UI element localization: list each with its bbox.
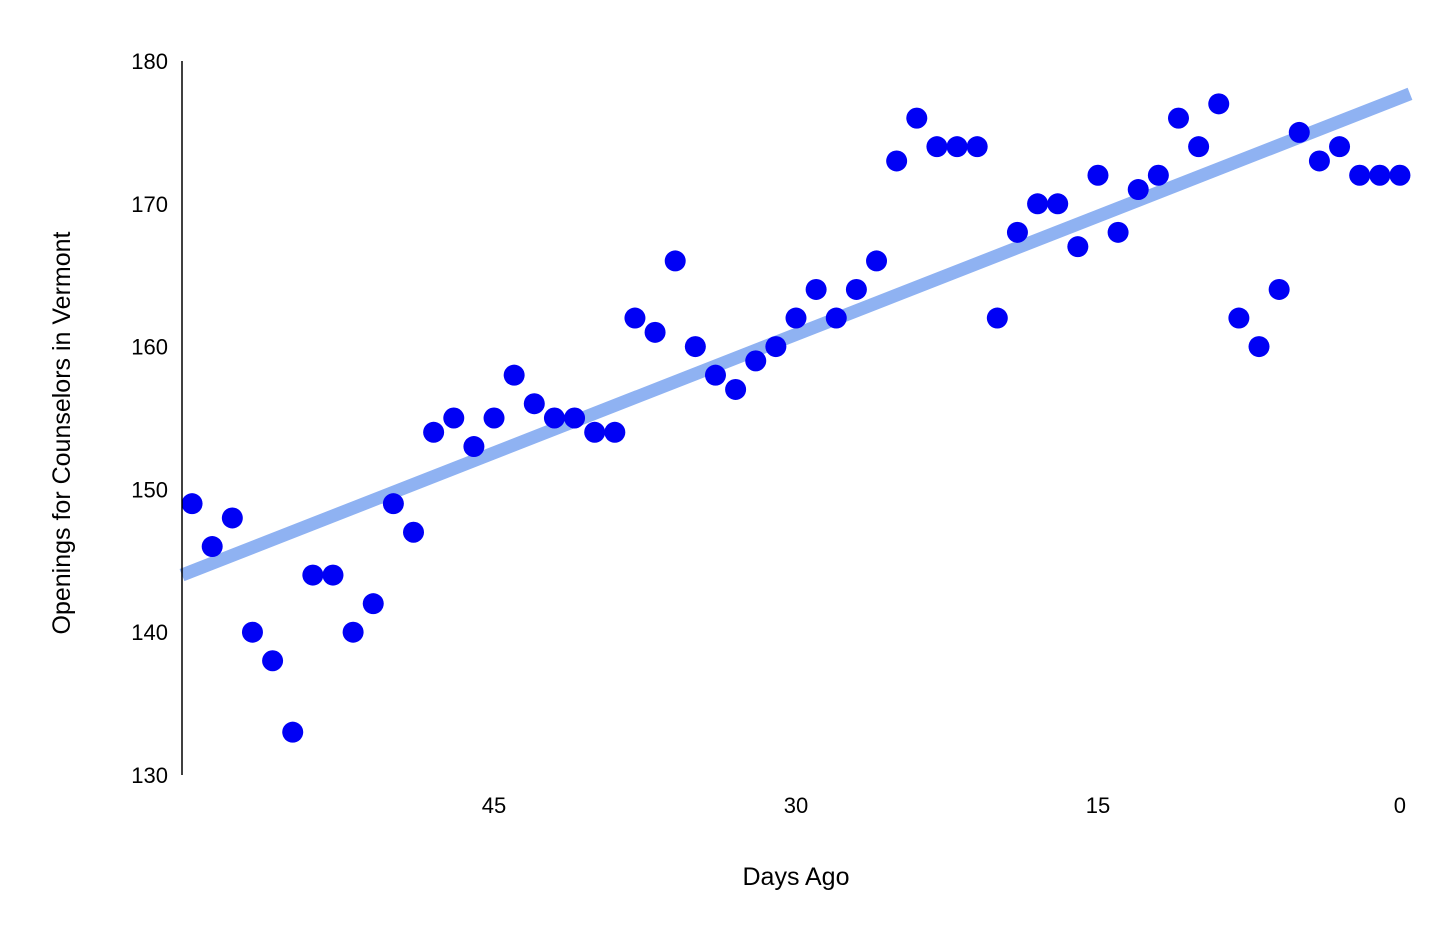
data-point bbox=[382, 493, 404, 515]
y-tick-label: 180 bbox=[131, 49, 168, 74]
data-point bbox=[403, 521, 425, 543]
data-point bbox=[704, 364, 726, 386]
data-point bbox=[866, 250, 888, 272]
data-point bbox=[986, 307, 1008, 329]
data-point bbox=[262, 650, 284, 672]
data-point bbox=[1006, 221, 1028, 243]
data-point bbox=[564, 407, 586, 429]
data-point bbox=[1349, 164, 1371, 186]
data-point bbox=[684, 336, 706, 358]
data-point bbox=[1087, 164, 1109, 186]
data-point bbox=[1188, 136, 1210, 158]
data-point bbox=[926, 136, 948, 158]
data-point bbox=[423, 421, 445, 443]
data-point bbox=[1107, 221, 1129, 243]
data-point bbox=[241, 621, 263, 643]
data-point bbox=[946, 136, 968, 158]
data-point bbox=[1067, 236, 1089, 258]
data-point bbox=[604, 421, 626, 443]
data-point bbox=[221, 507, 243, 529]
data-point bbox=[322, 564, 344, 586]
data-point bbox=[644, 321, 666, 343]
data-point bbox=[523, 393, 545, 415]
data-point bbox=[302, 564, 324, 586]
data-point bbox=[201, 536, 223, 558]
data-point bbox=[745, 350, 767, 372]
data-point bbox=[543, 407, 565, 429]
data-point bbox=[181, 493, 203, 515]
data-point bbox=[1228, 307, 1250, 329]
x-axis-title: Days Ago bbox=[742, 863, 849, 891]
y-tick-label: 170 bbox=[131, 192, 168, 217]
x-tick-label: 45 bbox=[482, 793, 506, 818]
x-tick-label: 30 bbox=[784, 793, 808, 818]
data-point bbox=[664, 250, 686, 272]
data-point bbox=[886, 150, 908, 172]
points-layer bbox=[181, 93, 1411, 743]
data-point bbox=[1268, 278, 1290, 300]
data-point bbox=[282, 721, 304, 743]
data-point bbox=[1308, 150, 1330, 172]
data-point bbox=[1167, 107, 1189, 129]
data-point bbox=[966, 136, 988, 158]
x-tick-label: 0 bbox=[1394, 793, 1406, 818]
data-point bbox=[342, 621, 364, 643]
trendline-layer bbox=[179, 87, 1413, 582]
data-point bbox=[1248, 336, 1270, 358]
y-tick-label: 150 bbox=[131, 477, 168, 502]
data-point bbox=[1208, 93, 1230, 115]
y-tick-label: 130 bbox=[131, 763, 168, 788]
data-point bbox=[825, 307, 847, 329]
data-point bbox=[805, 278, 827, 300]
y-tick-label: 140 bbox=[131, 620, 168, 645]
data-point bbox=[1329, 136, 1351, 158]
data-point bbox=[1369, 164, 1391, 186]
data-point bbox=[443, 407, 465, 429]
data-point bbox=[1047, 193, 1069, 215]
data-point bbox=[483, 407, 505, 429]
data-point bbox=[362, 593, 384, 615]
data-point bbox=[725, 378, 747, 400]
y-axis-title: Openings for Counselors in Vermont bbox=[48, 231, 76, 634]
data-point bbox=[845, 278, 867, 300]
data-point bbox=[584, 421, 606, 443]
y-tick-label: 160 bbox=[131, 335, 168, 360]
data-point bbox=[1127, 179, 1149, 201]
trendline bbox=[179, 87, 1413, 582]
data-point bbox=[765, 336, 787, 358]
x-tick-label: 15 bbox=[1086, 793, 1110, 818]
data-point bbox=[503, 364, 525, 386]
data-point bbox=[906, 107, 928, 129]
data-point bbox=[624, 307, 646, 329]
data-point bbox=[1027, 193, 1049, 215]
data-point bbox=[1288, 121, 1310, 143]
data-point bbox=[1147, 164, 1169, 186]
data-point bbox=[1389, 164, 1411, 186]
data-point bbox=[785, 307, 807, 329]
data-point bbox=[463, 436, 485, 458]
